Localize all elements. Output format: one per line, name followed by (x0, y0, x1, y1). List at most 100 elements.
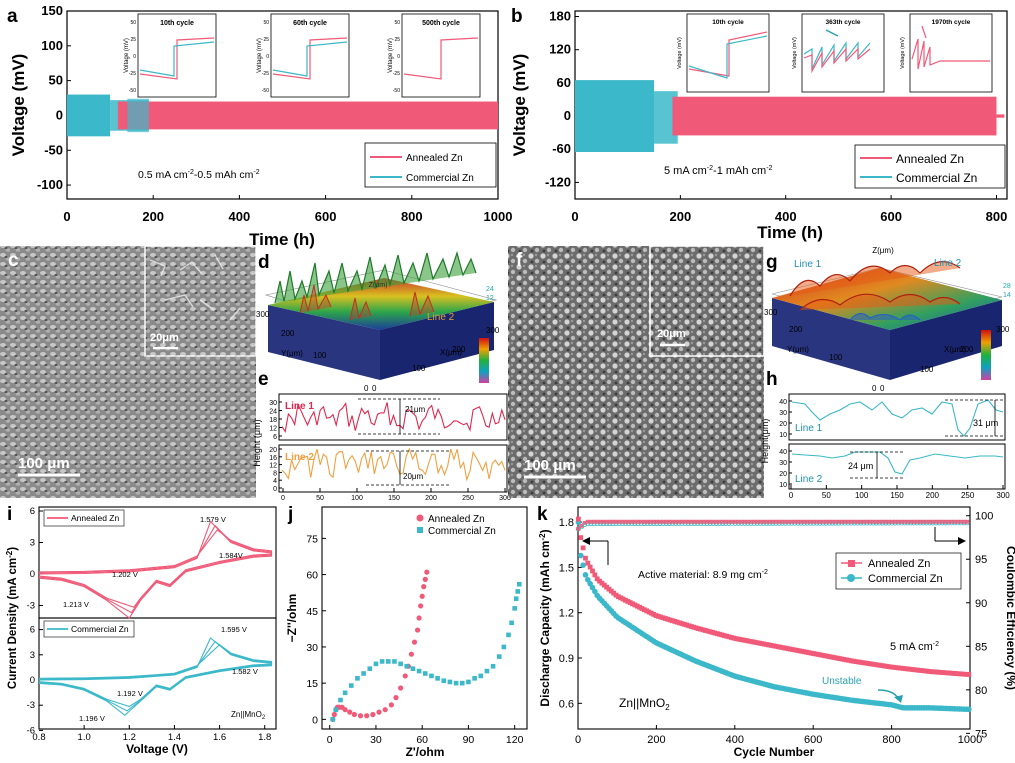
inset-ytick-a: 50 (394, 20, 400, 26)
ce-point-annealed (955, 519, 960, 524)
inset-ytick-a: 25 (130, 37, 136, 43)
nyquist-point-annealed (414, 627, 421, 633)
ce-point-annealed (855, 519, 860, 524)
nyquist-point-commercial (373, 661, 379, 667)
ce-point-annealed (889, 519, 894, 524)
ce-point-annealed (842, 519, 847, 524)
legend-label-annealed-i: Annealed Zn (71, 513, 119, 523)
panel-label-j: j (287, 504, 293, 525)
line1-label-h: Line 1 (795, 423, 823, 434)
plot-frame-j (321, 506, 528, 730)
peak-label-1202: 1.202 V (112, 570, 138, 579)
cv-loop (38, 520, 273, 619)
annealed-band-b (672, 96, 997, 136)
x-axis-label-g: X(μm) (944, 345, 966, 354)
peak-label-1196: 1.196 V (79, 714, 105, 723)
ce-point-annealed (689, 519, 694, 524)
ce-point-annealed (585, 519, 590, 524)
panel-c: c 20μm 100 μm (0, 245, 257, 498)
line2-annotation-e: 20μm (403, 472, 424, 481)
inset-ytick-a: -50 (262, 88, 269, 94)
y-tick-label: 40 (779, 399, 787, 406)
ce-point-annealed (905, 519, 910, 524)
y-tick-label: -60 (552, 141, 571, 156)
line1-label-e: Line 1 (285, 401, 314, 412)
capacity-point-annealed (578, 535, 584, 541)
ce-point-annealed (739, 519, 744, 524)
ce-point-annealed (958, 519, 963, 524)
y-tick-label: -6 (27, 725, 35, 736)
y-tick-label: 24 (269, 409, 277, 416)
ce-point-annealed (792, 519, 797, 524)
x-tick-label: 800 (882, 734, 900, 746)
nyquist-point-annealed (364, 713, 370, 719)
inset-ylabel-b: Voltage (mV) (677, 37, 683, 69)
inset-title-b: 10th cycle (712, 19, 744, 26)
ce-point-annealed (827, 519, 832, 524)
x-axis-label-k: Cycle Number (734, 745, 815, 759)
y-tick-label: 120 (549, 42, 571, 57)
y-tick-label: 30 (306, 642, 318, 654)
y-tick-300-d: 300 (256, 310, 270, 319)
ce-point-annealed (770, 519, 775, 524)
inset-ytick-a: 25 (263, 37, 269, 43)
ce-point-annealed (639, 519, 644, 524)
panel-label-f: f (516, 250, 523, 271)
ce-point-annealed (861, 519, 866, 524)
inset-ytick-a: -25 (393, 71, 400, 77)
ce-point-annealed (930, 519, 935, 524)
nyquist-point-commercial (361, 671, 366, 676)
ce-point-annealed (761, 519, 766, 524)
legend-b (854, 144, 1006, 189)
x-tick-label: 200 (142, 209, 164, 224)
nyquist-point-annealed (393, 695, 399, 701)
y-tick-0-g: 0 (872, 384, 877, 393)
line1-annotation-h: 31 μm (973, 418, 998, 428)
capacity-point-annealed (575, 516, 581, 522)
ce-point-annealed (711, 519, 716, 524)
y-tick-label: 0 (30, 569, 35, 580)
panel-label-b: b (511, 6, 523, 27)
y-tick-label: 0 (564, 108, 571, 123)
x-tick-label: 0 (327, 734, 333, 746)
capacity-point-annealed (966, 672, 972, 677)
line2-label-h: Line 2 (795, 474, 823, 485)
ce-point-annealed (808, 519, 813, 524)
x-tick-label: 0.8 (32, 732, 45, 743)
ce-point-annealed (965, 519, 970, 524)
cv-loop (38, 524, 273, 614)
y-tick-label: 16 (269, 455, 277, 462)
y-tick-label: 45 (306, 606, 318, 618)
nyquist-point-commercial (367, 666, 373, 671)
line2-label-e: Line 2 (285, 452, 314, 463)
ce-point-annealed (714, 519, 719, 524)
y-tick-label: 40 (779, 449, 787, 456)
ce-point-annealed (726, 519, 731, 524)
y-tick-label: 12 (269, 463, 277, 470)
panel-j: j 0 30 60 90 120 0 15 30 45 60 75 Annealed Zn Comm… (285, 504, 528, 759)
ce-point-annealed (604, 519, 609, 524)
nyquist-point-commercial (385, 659, 391, 664)
panel-i: i 0.8 1.0 1.2 1.4 1.6 1.8 -3 0 3 6 -6 -3 0 3 6 Anneale… (5, 504, 277, 756)
inset-ytick-a: 25 (394, 37, 400, 43)
ce-point-annealed (582, 520, 587, 525)
ce-point-annealed (836, 519, 841, 524)
y-tick-label: 8 (273, 470, 277, 477)
ce-point-annealed (676, 519, 681, 524)
ce-point-annealed (626, 519, 631, 524)
nyquist-point-annealed (416, 615, 422, 621)
ce-point-annealed (576, 526, 581, 531)
ce-point-annealed (607, 519, 612, 524)
y-tick-label: 1.2 (559, 608, 574, 620)
ce-point-annealed (617, 519, 622, 524)
nyquist-point-annealed (421, 584, 427, 590)
plot-frame-i-bottom (38, 617, 277, 730)
ce-point-annealed (824, 519, 829, 524)
inset-title-b: 363th cycle (825, 19, 860, 26)
x-tick-label: 1.8 (258, 732, 271, 743)
inset-curve-commercial-b (688, 35, 768, 79)
ce-point-annealed (673, 519, 678, 524)
x-tick-label: 1.2 (123, 732, 136, 743)
y-tick-label: 18 (269, 417, 277, 424)
nyquist-point-commercial (435, 676, 440, 681)
